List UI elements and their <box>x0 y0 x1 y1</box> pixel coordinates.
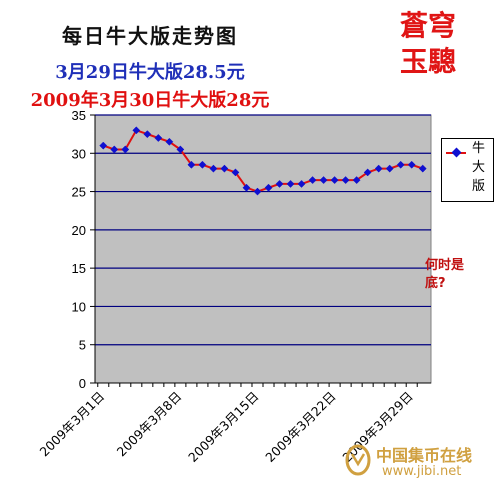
y-tick-label-15: 15 <box>72 261 86 276</box>
data-point-day-29 <box>407 160 416 169</box>
watermark-url: www.jibi.net <box>382 464 462 479</box>
data-point-day-13 <box>231 168 240 177</box>
y-tick-label-25: 25 <box>72 185 86 200</box>
data-point-day-24 <box>352 176 361 185</box>
data-point-day-21 <box>319 176 328 185</box>
data-point-day-4 <box>132 126 141 135</box>
data-point-day-23 <box>341 176 350 185</box>
data-point-day-8 <box>176 145 185 154</box>
y-tick-label-35: 35 <box>72 108 86 123</box>
brand-line-1: 蒼穹 <box>399 9 456 42</box>
brand-seal: 蒼穹 玉驄 <box>392 8 464 80</box>
data-point-day-22 <box>330 176 339 185</box>
plot-area <box>94 114 432 384</box>
data-point-day-15 <box>253 187 262 196</box>
data-point-day-12 <box>220 164 229 173</box>
y-tick-label-20: 20 <box>72 223 86 238</box>
y-tick-label-10: 10 <box>72 299 86 314</box>
data-point-day-28 <box>396 160 405 169</box>
data-point-day-5 <box>143 130 152 139</box>
data-point-day-19 <box>297 179 306 188</box>
data-point-day-14 <box>242 183 251 192</box>
data-point-day-25 <box>363 168 372 177</box>
data-point-day-18 <box>286 179 295 188</box>
legend-label: 牛大版 <box>472 141 486 194</box>
data-point-day-2 <box>110 145 119 154</box>
coin-logo-icon <box>345 444 371 476</box>
data-point-day-27 <box>385 164 394 173</box>
x-tick-label-4: 2009年3月22日 <box>262 389 338 465</box>
data-point-day-11 <box>209 164 218 173</box>
watermark-name: 中国集币在线 <box>376 446 473 465</box>
data-point-day-30 <box>418 164 427 173</box>
watermark: 中国集币在线 www.jibi.net <box>342 440 492 484</box>
data-point-day-7 <box>165 137 174 146</box>
y-tick-label-0: 0 <box>79 376 86 391</box>
x-tick-label-2: 2009年3月8日 <box>114 389 185 460</box>
data-point-day-3 <box>121 145 130 154</box>
data-point-day-9 <box>187 160 196 169</box>
legend-marker-swatch <box>451 147 462 158</box>
data-point-day-10 <box>198 160 207 169</box>
chart-title: 每日牛大版走势图 <box>62 24 238 48</box>
subtitle-price-march-30: 2009年3月30日牛大版28元 <box>30 90 270 111</box>
data-point-day-16 <box>264 183 273 192</box>
data-point-day-17 <box>275 179 284 188</box>
legend: 牛大版 <box>441 138 494 202</box>
annotation-question: 何时是底? <box>425 258 465 291</box>
x-tick-label-3: 2009年3月15日 <box>185 389 261 465</box>
subtitle-price-march-29: 3月29日牛大版28.5元 <box>55 62 245 83</box>
x-tick-label-1: 2009年3月1日 <box>37 389 108 460</box>
data-point-day-6 <box>154 134 163 142</box>
data-point-day-20 <box>308 176 317 185</box>
y-tick-label-5: 5 <box>79 338 86 353</box>
data-point-day-26 <box>374 164 383 173</box>
data-point-day-1 <box>99 141 108 150</box>
y-tick-label-30: 30 <box>72 146 86 161</box>
brand-line-2: 玉驄 <box>399 45 456 78</box>
